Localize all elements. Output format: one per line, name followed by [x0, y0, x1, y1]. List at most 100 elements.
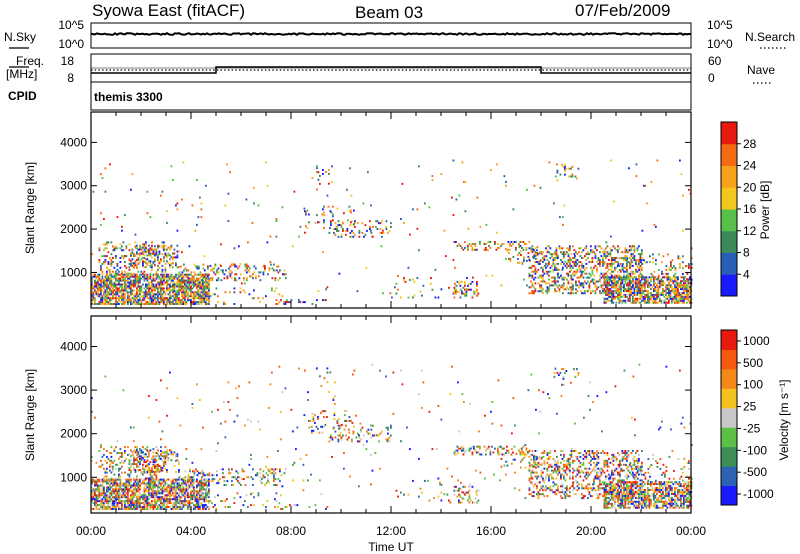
- power-data-cell: [322, 169, 324, 171]
- power-data-cell: [142, 303, 144, 305]
- power-data-cell: [122, 293, 125, 296]
- noise-right-tick-bottom: 10^0: [707, 37, 733, 51]
- velocity-data-cell: [143, 482, 146, 485]
- power-data-cell: [113, 285, 116, 288]
- power-data-cell: [600, 261, 603, 263]
- velocity-data-cell: [231, 476, 233, 479]
- power-data-cell: [537, 261, 540, 263]
- power-data-cell: [149, 281, 152, 284]
- power-data-cell: [533, 249, 535, 252]
- power-data-cell: [503, 243, 505, 245]
- power-data-cell: [659, 297, 661, 300]
- velocity-data-cell: [137, 488, 140, 491]
- power-data-cell: [228, 271, 230, 274]
- power-data-cell: [110, 283, 113, 286]
- power-data-cell: [603, 276, 606, 279]
- power-data-cell: [173, 275, 176, 278]
- velocity-data-cell: [100, 484, 102, 487]
- power-data-cell: [673, 274, 675, 277]
- power-data-cell: [148, 252, 150, 255]
- power-data-cell: [179, 273, 182, 276]
- power-data-cell: [564, 165, 566, 168]
- power-data-cell: [197, 279, 200, 282]
- power-data-cell: [680, 299, 682, 302]
- power-data-cell: [211, 267, 214, 270]
- power-data-cell: [557, 268, 559, 271]
- velocity-data-cell: [115, 490, 117, 493]
- power-data-cell: [641, 253, 644, 256]
- power-data-cell: [590, 274, 592, 277]
- power-data-cell: [224, 303, 227, 305]
- power-data-cell: [130, 281, 132, 284]
- velocity-data-cell: [116, 494, 119, 497]
- power-data-cell: [567, 274, 570, 277]
- velocity-data-cell: [145, 500, 147, 503]
- power-data-cell: [155, 248, 158, 251]
- power-data-cell: [115, 285, 117, 288]
- power-data-cell: [618, 286, 621, 289]
- power-data-cell: [623, 270, 625, 273]
- velocity-data-cell: [261, 482, 263, 485]
- velocity-data-cell: [208, 478, 210, 481]
- velocity-data-cell: [155, 470, 158, 473]
- velocity-data-cell: [257, 494, 260, 497]
- power-data-cell: [546, 286, 549, 289]
- velocity-data-cell: [161, 508, 164, 510]
- power-data-cell: [465, 290, 468, 293]
- power-data-cell: [149, 275, 152, 278]
- velocity-data-cell: [133, 463, 135, 466]
- velocity-data-cell: [222, 472, 224, 475]
- velocity-data-cell: [128, 502, 131, 505]
- power-data-cell: [546, 282, 549, 285]
- power-data-cell: [668, 293, 670, 296]
- power-data-cell: [298, 235, 300, 238]
- power-data-cell: [555, 175, 557, 178]
- power-data-cell: [136, 291, 138, 294]
- power-data-cell: [528, 276, 531, 279]
- velocity-data-cell: [203, 504, 206, 507]
- velocity-data-cell: [267, 468, 269, 471]
- power-data-cell: [158, 301, 161, 304]
- power-data-cell: [308, 213, 310, 216]
- power-data-cell: [187, 273, 189, 276]
- power-data-cell: [109, 303, 111, 305]
- power-data-cell: [635, 286, 637, 289]
- power-data-cell: [130, 272, 132, 275]
- power-data-cell: [552, 262, 555, 265]
- power-colorbar-swatch: [721, 122, 737, 145]
- power-data-cell: [103, 283, 105, 286]
- power-data-cell: [121, 277, 123, 280]
- power-data-cell: [201, 279, 203, 282]
- power-data-cell: [133, 285, 135, 288]
- velocity-data-cell: [112, 484, 114, 487]
- velocity-data-cell: [160, 508, 162, 510]
- power-data-cell: [644, 295, 646, 298]
- velocity-data-cell: [190, 490, 192, 493]
- power-data-cell: [158, 250, 161, 253]
- power-data-cell: [638, 276, 640, 279]
- power-data-cell: [170, 165, 173, 168]
- power-data-cell: [671, 297, 673, 300]
- power-data-cell: [92, 297, 95, 300]
- velocity-data-cell: [152, 492, 155, 495]
- velocity-data-cell: [151, 488, 153, 491]
- power-data-cell: [166, 248, 168, 251]
- velocity-data-cell: [95, 480, 98, 483]
- velocity-data-cell: [167, 494, 170, 497]
- velocity-data-cell: [178, 498, 180, 501]
- power-data-cell: [633, 282, 636, 285]
- velocity-data-cell: [202, 498, 204, 501]
- power-data-cell: [154, 287, 156, 290]
- power-data-cell: [316, 299, 318, 302]
- power-data-cell: [109, 287, 111, 290]
- velocity-data-cell: [195, 468, 197, 471]
- power-data-cell: [185, 301, 188, 304]
- velocity-data-cell: [112, 478, 114, 481]
- power-data-cell: [170, 275, 173, 278]
- power-data-cell: [675, 288, 678, 291]
- power-data-cell: [346, 188, 348, 191]
- power-data-cell: [207, 267, 209, 270]
- power-data-cell: [130, 285, 132, 288]
- power-data-cell: [157, 289, 159, 292]
- velocity-data-cell: [140, 452, 143, 454]
